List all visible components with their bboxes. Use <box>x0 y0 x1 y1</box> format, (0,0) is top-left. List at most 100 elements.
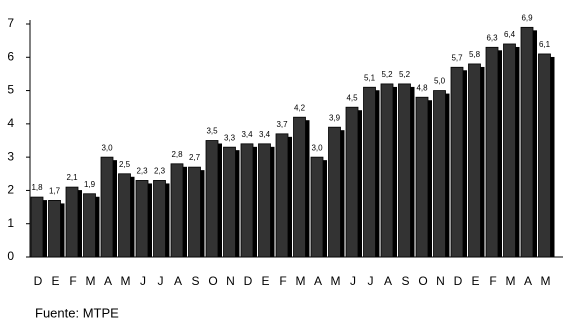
bar <box>345 106 359 258</box>
bar <box>328 126 341 258</box>
bar <box>118 173 131 258</box>
bar <box>468 63 481 258</box>
value-label: 2,8 <box>171 150 183 159</box>
bar <box>188 166 201 258</box>
value-label: 3,4 <box>259 130 271 139</box>
value-label: 6,3 <box>486 33 498 42</box>
bar <box>293 116 306 258</box>
x-tick-label: S <box>401 274 409 288</box>
x-tick-label: M <box>331 274 341 288</box>
bar <box>135 180 149 258</box>
bar <box>415 96 429 258</box>
value-label: 5,1 <box>364 73 376 82</box>
x-tick-label: A <box>104 274 112 288</box>
bar <box>258 143 271 258</box>
value-label: 3,4 <box>241 130 253 139</box>
x-tick-label: O <box>418 274 427 288</box>
bar <box>30 196 44 258</box>
x-tick-label: F <box>489 274 496 288</box>
value-label: 3,0 <box>101 143 113 152</box>
x-tick-label: O <box>208 274 217 288</box>
value-label: 5,2 <box>381 70 393 79</box>
bar <box>503 43 516 258</box>
bar <box>240 143 254 258</box>
x-tick-label: E <box>51 274 59 288</box>
bar <box>170 163 184 258</box>
bar <box>65 186 79 258</box>
y-tick-label: 5 <box>7 83 14 97</box>
value-label: 1,8 <box>31 183 43 192</box>
y-tick-label: 2 <box>7 183 14 197</box>
x-tick-label: D <box>34 274 43 288</box>
bar <box>433 90 446 258</box>
value-label: 4,5 <box>346 93 358 102</box>
x-tick-label: A <box>384 274 392 288</box>
value-label: 3,9 <box>329 113 341 122</box>
bar <box>520 26 534 258</box>
value-label: 5,8 <box>469 50 481 59</box>
x-tick-label: E <box>471 274 479 288</box>
x-tick-label: D <box>244 274 253 288</box>
x-tick-label: S <box>191 274 199 288</box>
value-label: 4,2 <box>294 103 306 112</box>
bar <box>100 156 114 258</box>
bar <box>363 86 376 258</box>
value-label: 1,7 <box>49 187 61 196</box>
x-tick-label: M <box>506 274 516 288</box>
bar <box>398 83 411 258</box>
value-label: 6,9 <box>521 13 533 22</box>
value-label: 3,5 <box>206 127 218 136</box>
x-tick-label: F <box>69 274 76 288</box>
x-tick-label: N <box>436 274 445 288</box>
x-tick-label: M <box>296 274 306 288</box>
y-tick-label: 6 <box>7 49 14 63</box>
bar <box>310 156 324 258</box>
x-tick-label: D <box>454 274 463 288</box>
bar <box>153 180 166 258</box>
value-label: 3,0 <box>311 143 323 152</box>
x-tick-label: A <box>314 274 322 288</box>
bar <box>223 146 236 258</box>
x-tick-label: M <box>121 274 131 288</box>
bar <box>380 83 394 258</box>
x-tick-label: A <box>174 274 182 288</box>
x-tick-label: J <box>140 274 146 288</box>
value-label: 3,7 <box>276 120 288 129</box>
value-label: 6,1 <box>539 40 551 49</box>
value-label: 6,4 <box>504 30 516 39</box>
x-tick-label: N <box>226 274 235 288</box>
value-label: 2,5 <box>119 160 131 169</box>
source-note: Fuente: MTPE <box>35 305 119 320</box>
bar <box>275 133 289 258</box>
value-label: 2,7 <box>189 153 201 162</box>
bar <box>538 53 551 258</box>
value-label: 2,3 <box>154 167 166 176</box>
x-tick-label: F <box>279 274 286 288</box>
bar <box>83 193 96 258</box>
y-tick-label: 7 <box>7 16 14 30</box>
value-label: 5,7 <box>451 53 463 62</box>
x-tick-label: E <box>261 274 269 288</box>
bar <box>485 46 499 258</box>
x-tick-label: J <box>368 274 374 288</box>
value-label: 2,1 <box>66 173 78 182</box>
x-tick-label: J <box>350 274 356 288</box>
value-label: 3,3 <box>224 133 236 142</box>
bar <box>205 140 219 258</box>
value-label: 5,0 <box>434 77 446 86</box>
value-label: 2,3 <box>136 167 148 176</box>
value-label: 4,8 <box>416 83 428 92</box>
value-label: 5,2 <box>399 70 411 79</box>
y-tick-label: 0 <box>7 249 14 263</box>
bar <box>450 66 464 258</box>
x-tick-label: J <box>158 274 164 288</box>
y-tick-label: 1 <box>7 216 14 230</box>
y-tick-label: 4 <box>7 116 14 130</box>
bar <box>48 200 61 258</box>
y-tick-label: 3 <box>7 149 14 163</box>
x-tick-label: M <box>541 274 551 288</box>
x-tick-label: A <box>524 274 532 288</box>
x-tick-label: M <box>86 274 96 288</box>
value-label: 1,9 <box>84 180 96 189</box>
